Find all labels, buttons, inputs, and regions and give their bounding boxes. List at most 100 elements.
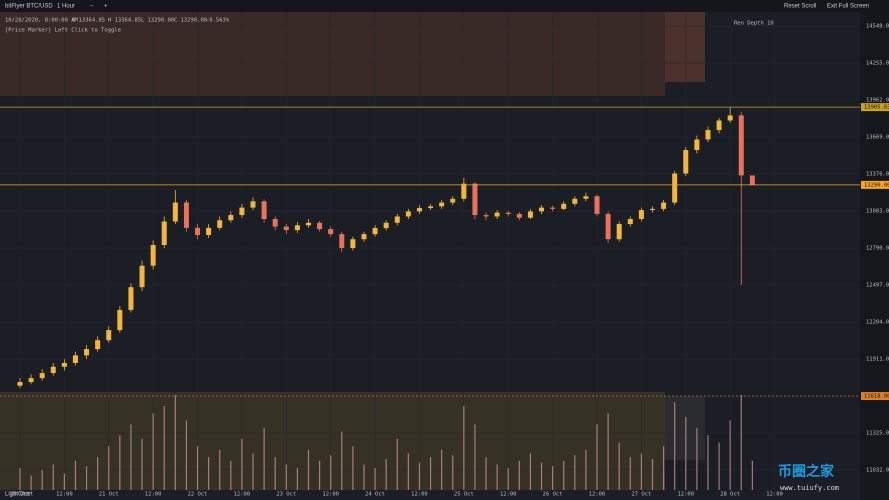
- volume-bar: [219, 449, 221, 490]
- x-tick-label: 12:00: [234, 492, 251, 498]
- candle-body: [616, 224, 622, 240]
- interval[interactable]: 1 Hour: [57, 4, 75, 10]
- candle-body: [261, 201, 267, 219]
- price-label-box: [861, 392, 889, 401]
- candle-body: [161, 221, 167, 246]
- volume-bar: [274, 457, 276, 490]
- volume-bar: [163, 405, 165, 490]
- y-tick-label: 14255.00: [866, 61, 889, 67]
- volume-bar: [108, 446, 110, 490]
- price-label-box: [861, 103, 889, 112]
- volume-bar: [63, 473, 65, 490]
- volume-bar: [729, 420, 731, 490]
- candle-body: [195, 227, 201, 236]
- candle-body: [649, 208, 655, 211]
- candle-body: [439, 202, 445, 207]
- candle-body: [350, 239, 356, 249]
- volume-bar: [463, 405, 465, 490]
- volume-bar: [152, 413, 154, 490]
- volume-bar: [241, 438, 243, 490]
- candle-body: [61, 362, 67, 367]
- volume-bar: [718, 442, 720, 490]
- volume-bar: [662, 446, 665, 490]
- volume-bar: [618, 442, 620, 490]
- candle-body: [305, 222, 311, 226]
- volume-bar: [607, 413, 609, 490]
- volume-bar: [130, 424, 132, 490]
- candle-body: [428, 206, 434, 208]
- y-tick-label: 13376.00: [866, 172, 889, 178]
- info-change: -0.563%: [206, 18, 230, 24]
- x-tick-label: 23 Oct: [276, 492, 296, 498]
- price-label-box: [861, 180, 889, 189]
- candle-body: [150, 245, 156, 266]
- candle-body: [561, 203, 567, 209]
- volume-bar: [363, 464, 365, 490]
- info-low: L 13290.00: [141, 18, 174, 24]
- zoom-out[interactable]: −: [90, 4, 94, 10]
- x-tick-label: 12:00: [411, 492, 428, 498]
- candle-body: [272, 218, 278, 227]
- volume-bar: [685, 416, 687, 490]
- candle-body: [172, 202, 178, 222]
- hint: [Price Marker] Left Click to Toggle: [5, 28, 121, 34]
- volume-bar: [307, 449, 310, 490]
- candle-body: [339, 234, 345, 249]
- candle-body: [527, 211, 533, 218]
- reset-scroll[interactable]: Reset Scroll: [784, 4, 816, 10]
- volume-bar: [174, 395, 176, 490]
- candle-body: [461, 183, 467, 199]
- x-tick-label: 27 Oct: [631, 492, 651, 498]
- candle-body: [583, 196, 589, 199]
- y-tick-label: 12790.00: [866, 246, 889, 252]
- volume-bar: [563, 460, 565, 490]
- x-tick-label: 28 Oct: [720, 492, 740, 498]
- bid-depth: [0, 392, 665, 490]
- candle-body: [416, 207, 422, 212]
- candle-body: [716, 120, 722, 131]
- y-tick-label: 12204.00: [866, 320, 889, 326]
- candle-body: [206, 227, 212, 236]
- candle-body: [128, 287, 134, 310]
- volume-bar: [52, 464, 54, 490]
- candle-body: [494, 212, 500, 217]
- exit-fullscreen[interactable]: Exit Full Screen: [827, 4, 869, 10]
- volume-bar: [674, 402, 676, 490]
- volume-bar: [185, 420, 188, 490]
- candle-body: [572, 198, 578, 204]
- volume-bar: [352, 446, 354, 490]
- volume-bar: [97, 457, 99, 490]
- candle-body: [594, 196, 600, 214]
- bid-depth: [665, 396, 705, 460]
- volume-bar: [418, 462, 421, 490]
- watermark-url: www.tuiufy.com: [780, 484, 839, 492]
- x-tick-label: 12:00: [766, 492, 783, 498]
- candle-body: [627, 218, 633, 225]
- volume-bar: [651, 458, 654, 490]
- volume-bar: [496, 464, 498, 490]
- volume-bar: [141, 438, 143, 490]
- volume-bar: [429, 457, 432, 490]
- price-label: 11618.00: [864, 394, 889, 400]
- volume-bar: [330, 455, 332, 490]
- x-tick-label: 25 Oct: [454, 492, 474, 498]
- zoom-in[interactable]: +: [104, 4, 108, 10]
- volume-bar: [396, 438, 398, 490]
- x-tick-label: 12:00: [589, 492, 606, 498]
- volume-bar: [374, 468, 376, 490]
- volume-bar: [341, 431, 343, 490]
- symbol[interactable]: bitFlyer BTC/USD: [5, 4, 53, 10]
- info-close: C 13290.00: [174, 18, 207, 24]
- volume-bar: [208, 457, 210, 490]
- candle-body: [683, 150, 689, 174]
- ask-depth: [0, 12, 665, 96]
- brand: LightChart: [5, 492, 33, 498]
- candle-body: [106, 330, 112, 341]
- y-tick-label: 11325.00: [866, 431, 889, 437]
- volume-bar: [196, 446, 199, 490]
- candle-body: [183, 202, 189, 228]
- candle-body: [317, 222, 323, 230]
- candle-body: [727, 115, 733, 121]
- volume-bar: [696, 427, 698, 490]
